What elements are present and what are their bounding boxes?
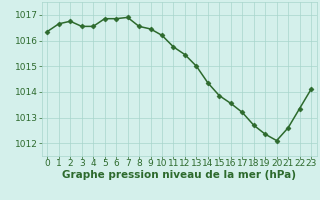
X-axis label: Graphe pression niveau de la mer (hPa): Graphe pression niveau de la mer (hPa) <box>62 170 296 180</box>
